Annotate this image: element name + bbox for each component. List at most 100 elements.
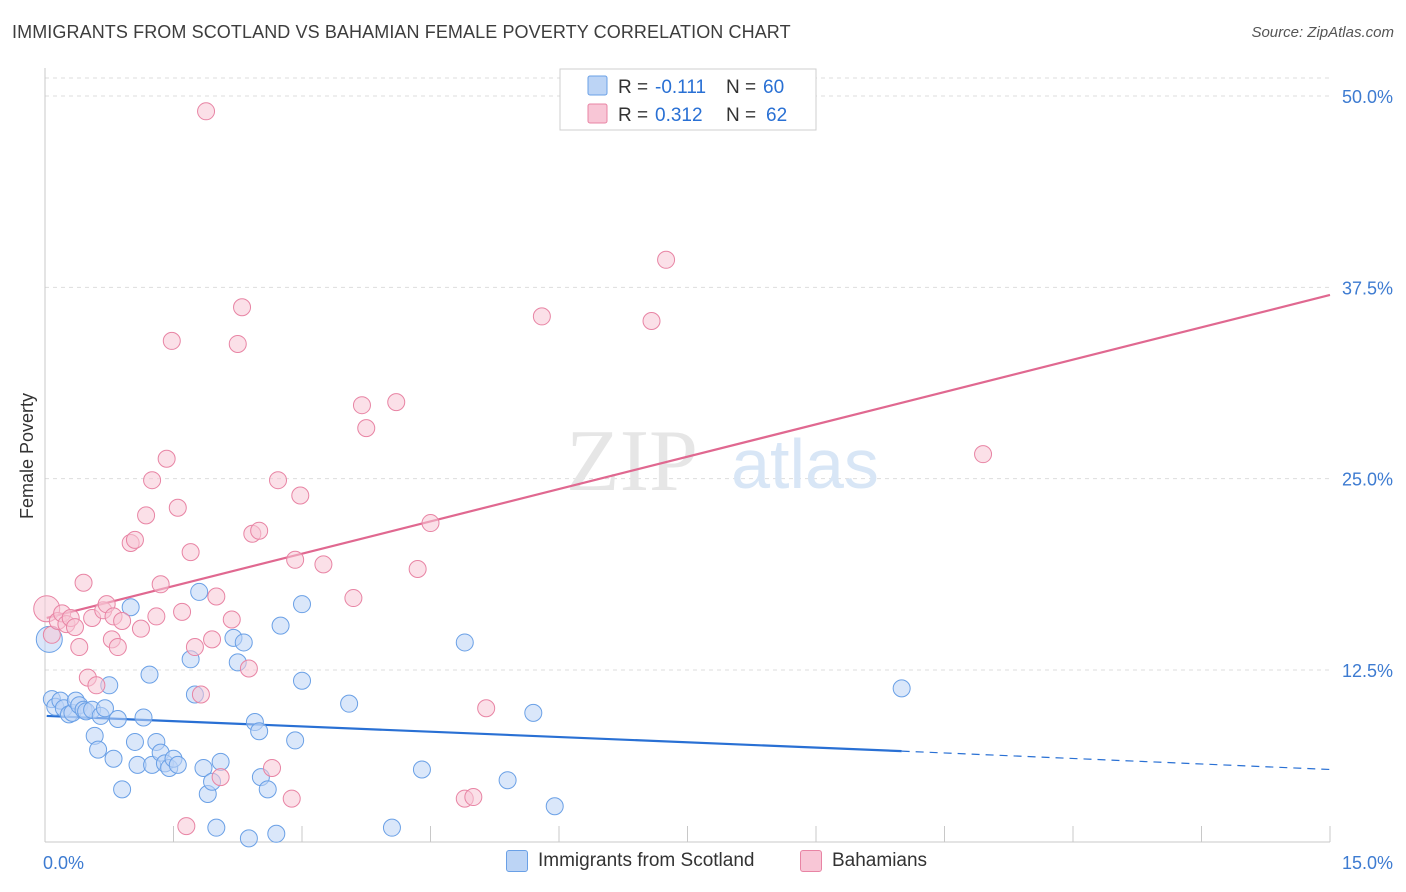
point-series-1-49 [344, 589, 363, 608]
point-series-1-7 [70, 638, 89, 657]
point-series-0-20 [121, 598, 140, 617]
legend-n-value-bahamians: 62 [766, 105, 787, 126]
x-tick-label-0: 0.0% [43, 853, 84, 873]
watermark-zip: ZIP [566, 413, 698, 510]
point-series-1-22 [143, 471, 162, 490]
point-series-1-30 [181, 543, 200, 562]
point-series-0-55 [412, 760, 431, 779]
legend-item-bahamians: Bahamians [800, 850, 927, 872]
point-series-1-35 [207, 587, 226, 606]
point-series-1-39 [233, 298, 252, 317]
y-axis-label: Female Poverty [17, 393, 37, 519]
point-series-0-13 [89, 740, 108, 759]
grid-lines [45, 77, 1330, 671]
point-series-1-48 [314, 555, 333, 574]
point-series-1-47 [291, 486, 310, 505]
point-series-1-29 [177, 817, 196, 836]
point-series-1-60 [657, 250, 676, 269]
point-series-1-37 [222, 610, 241, 629]
point-series-0-45 [250, 722, 269, 741]
point-series-1-45 [282, 789, 301, 808]
trend-extension-series-0 [901, 750, 1331, 771]
point-series-0-42 [234, 633, 253, 652]
point-series-1-61 [974, 445, 993, 464]
point-series-1-6 [65, 618, 84, 637]
point-series-1-11 [87, 676, 106, 695]
trend-lines [46, 293, 1331, 771]
point-series-1-16 [108, 638, 127, 657]
point-series-0-39 [211, 752, 230, 771]
point-series-0-52 [293, 595, 311, 614]
point-series-1-34 [203, 630, 222, 649]
point-series-0-21 [125, 732, 144, 751]
point-series-1-54 [421, 514, 440, 533]
point-series-0-56 [455, 633, 474, 652]
point-series-1-20 [131, 619, 150, 638]
point-series-0-47 [258, 780, 277, 799]
data-points [33, 102, 993, 848]
point-series-1-38 [228, 334, 247, 353]
point-series-1-50 [352, 396, 371, 415]
legend-r-value-scotland: -0.111 [655, 77, 706, 98]
y-tick-label-1: 25.0% [1342, 470, 1393, 490]
legend-bottom: Immigrants from Scotland Bahamians [0, 850, 1406, 878]
legend-label-bahamians: Bahamians [832, 850, 928, 871]
chart-title: IMMIGRANTS FROM SCOTLAND VS BAHAMIAN FEM… [12, 22, 791, 42]
point-series-1-42 [250, 521, 269, 540]
point-series-1-31 [185, 638, 204, 657]
point-series-1-53 [408, 559, 427, 578]
trend-line-series-1 [46, 293, 1331, 620]
legend-label-scotland: Immigrants from Scotland [538, 850, 755, 871]
legend-n-label-bahamians: N = [726, 105, 756, 126]
y-tick-label-0: 12.5% [1342, 661, 1393, 681]
y-tick-label-2: 37.5% [1342, 278, 1393, 298]
point-series-1-25 [157, 449, 176, 468]
point-series-0-15 [95, 699, 114, 718]
legend-r-label-scotland: R = [618, 77, 648, 98]
point-series-0-54 [382, 818, 401, 837]
point-series-0-51 [293, 671, 311, 690]
point-series-0-18 [108, 709, 127, 728]
point-series-0-43 [239, 829, 258, 848]
legend-top: R = -0.111 N = 60 R = 0.312 N = 62 [559, 68, 817, 131]
point-series-1-40 [239, 659, 258, 678]
point-series-1-19 [125, 530, 144, 549]
point-series-1-21 [137, 506, 156, 525]
point-series-1-57 [477, 699, 496, 718]
point-series-1-59 [642, 312, 661, 331]
point-series-0-48 [267, 824, 286, 843]
point-series-0-49 [271, 616, 290, 635]
point-series-0-53 [340, 694, 359, 713]
point-series-0-50 [286, 731, 305, 750]
point-series-1-51 [357, 419, 376, 438]
axes [44, 68, 1331, 843]
legend-n-value-scotland: 60 [763, 77, 784, 98]
y-tick-label-3: 50.0% [1342, 87, 1393, 107]
trend-line-series-0 [46, 714, 902, 753]
point-series-1-23 [147, 607, 166, 626]
point-series-0-34 [190, 582, 209, 601]
legend-swatch-scotland [587, 75, 608, 96]
point-series-0-57 [498, 771, 517, 790]
point-series-0-23 [134, 708, 153, 727]
point-series-1-27 [168, 498, 187, 517]
point-series-1-24 [151, 575, 170, 594]
legend-item-scotland: Immigrants from Scotland [506, 850, 754, 872]
legend-r-value-bahamians: 0.312 [655, 105, 703, 126]
point-series-1-26 [162, 331, 181, 350]
legend-swatch-bahamians-bottom [800, 850, 822, 872]
point-series-0-31 [168, 755, 187, 774]
point-series-0-59 [545, 797, 564, 816]
point-series-1-17 [113, 612, 132, 631]
point-series-1-36 [211, 768, 230, 787]
point-series-0-19 [113, 780, 132, 799]
point-series-1-32 [191, 685, 210, 704]
point-series-0-35 [194, 758, 213, 777]
point-series-1-28 [173, 602, 192, 621]
legend-n-label-scotland: N = [726, 77, 756, 98]
x-tick-label-1: 15.0% [1342, 853, 1393, 873]
point-series-1-52 [387, 393, 406, 412]
point-series-0-60 [892, 679, 911, 698]
source-label: Source: ZipAtlas.com [1251, 24, 1394, 41]
